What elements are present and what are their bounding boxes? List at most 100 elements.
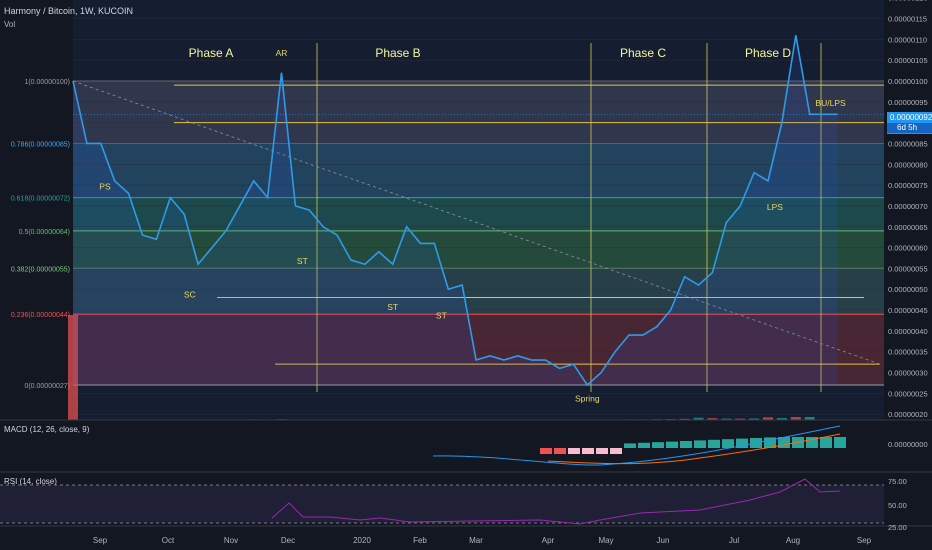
wyckoff-annotation: ST: [436, 310, 447, 320]
price-line: [72, 35, 838, 387]
y-tick-label: 0.00000080: [888, 160, 928, 169]
macd-histogram-bar: [680, 441, 692, 448]
macd-label: MACD (12, 26, close, 9): [4, 425, 90, 434]
fib-level-label: 0.618(0.00000072): [11, 196, 70, 203]
wyckoff-annotation: SC: [184, 290, 196, 300]
rsi-line: [271, 478, 841, 525]
fib-band: [73, 81, 884, 144]
fib-level-label: 0.786(0.00000085): [11, 141, 70, 148]
wyckoff-annotation: Spring: [575, 394, 600, 404]
fib-band: [73, 143, 884, 198]
volume-bar: [679, 418, 690, 420]
rsi-tick-label: 75.00: [888, 477, 907, 486]
y-tick-label: 0.00000035: [888, 348, 928, 357]
macd-histogram-bar: [610, 448, 622, 454]
x-tick-label: Feb: [413, 536, 427, 545]
wyckoff-annotation: ST: [297, 256, 308, 266]
macd-histogram-bar: [834, 437, 846, 448]
wyckoff-annotation: AR: [276, 48, 288, 58]
x-tick-label: Dec: [281, 536, 295, 545]
y-tick-label: 0.00000120: [888, 0, 928, 3]
macd-histogram-bar: [554, 448, 566, 454]
x-tick-label: Jul: [729, 536, 739, 545]
volume-bar: [707, 418, 718, 420]
volume-bar: [749, 418, 760, 420]
rsi-band: [0, 485, 884, 523]
volume-bar: [693, 417, 704, 420]
y-tick-label: 0.00000060: [888, 244, 928, 253]
y-tick-label: 0.00000075: [888, 181, 928, 190]
rsi-tick-label: 25.00: [888, 523, 907, 532]
x-tick-label: Jun: [657, 536, 670, 545]
phase-label: Phase B: [375, 46, 420, 60]
x-tick-label: Sep: [93, 536, 108, 545]
phase-label: Phase C: [620, 46, 666, 60]
macd-histogram-bar: [666, 441, 678, 448]
macd-histogram-bar: [582, 448, 594, 454]
macd-histogram-bar: [722, 439, 734, 448]
x-tick-label: Nov: [224, 536, 238, 545]
volume-bar: [804, 417, 815, 420]
volume-bar: [721, 418, 732, 420]
macd-histogram-bar: [694, 440, 706, 448]
fib-level-label: 0.5(0.00000064): [19, 229, 70, 236]
y-tick-label: 0.00000020: [888, 410, 928, 419]
macd-signal-line: [547, 433, 841, 465]
trend-line: [72, 80, 881, 365]
y-tick-label: 0.00000105: [888, 56, 928, 65]
y-tick-label: 0.00000115: [888, 15, 927, 24]
x-tick-label: Sep: [857, 536, 872, 545]
fib-level-label: 0(0.00000027): [24, 383, 70, 390]
macd-histogram-bar: [736, 438, 748, 448]
rsi-label: RSI (14, close): [4, 477, 57, 486]
rsi-tick-label: 50.00: [888, 501, 907, 510]
volume-label: Vol: [4, 20, 16, 29]
macd-histogram-bar: [540, 448, 552, 454]
fib-band: [73, 268, 884, 315]
phase-label: Phase D: [745, 46, 791, 60]
macd-tick-label: 0.00000000: [888, 440, 928, 449]
macd-histogram-bar: [596, 448, 608, 454]
y-tick-label: 0.00000110: [888, 35, 927, 44]
y-tick-label: 0.00000025: [888, 389, 928, 398]
x-tick-label: Mar: [469, 536, 483, 545]
wyckoff-annotation: PS: [99, 181, 111, 191]
y-tick-label: 0.00000040: [888, 327, 928, 336]
macd-histogram-bar: [806, 437, 818, 448]
volume-bar: [776, 418, 787, 420]
x-tick-label: May: [598, 536, 613, 545]
fib-level-label: 1(0.00000100): [24, 79, 70, 86]
candle-countdown: 6d 5h: [887, 123, 932, 133]
macd-histogram-bar: [624, 443, 636, 448]
wyckoff-annotation: BU/LPS: [815, 98, 846, 108]
volume-bar: [763, 417, 773, 420]
macd-histogram-bar: [764, 437, 776, 448]
volume-bar: [735, 418, 746, 420]
macd-histogram-bar: [652, 442, 664, 448]
y-tick-label: 0.00000070: [888, 202, 928, 211]
y-tick-label: 0.00000045: [888, 306, 928, 315]
y-tick-label: 0.00000055: [888, 264, 928, 273]
macd-line: [432, 425, 841, 466]
fib-band: [73, 230, 884, 269]
last-price-tag: 0.00000092 6d 5h: [887, 112, 932, 134]
macd-histogram-bar: [820, 437, 832, 448]
x-tick-label: Oct: [162, 536, 175, 545]
y-tick-label: 0.00000085: [888, 139, 928, 148]
fib-level-label: 0.382(0.00000055): [11, 266, 70, 273]
wyckoff-annotation: ST: [387, 302, 398, 312]
macd-histogram-bar: [778, 437, 790, 448]
macd-histogram-bar: [638, 442, 650, 448]
price-area: [73, 35, 838, 386]
y-tick-label: 0.00000100: [888, 77, 928, 86]
macd-histogram-bar: [708, 439, 720, 448]
x-tick-label: Apr: [542, 536, 555, 545]
fib-band: [73, 314, 884, 385]
wyckoff-annotation: LPS: [767, 202, 783, 212]
y-tick-label: 0.00000050: [888, 285, 928, 294]
x-tick-label: 2020: [353, 536, 371, 545]
volume-bar: [68, 315, 78, 420]
y-tick-label: 0.00000065: [888, 223, 928, 232]
y-tick-label: 0.00000030: [888, 369, 928, 378]
